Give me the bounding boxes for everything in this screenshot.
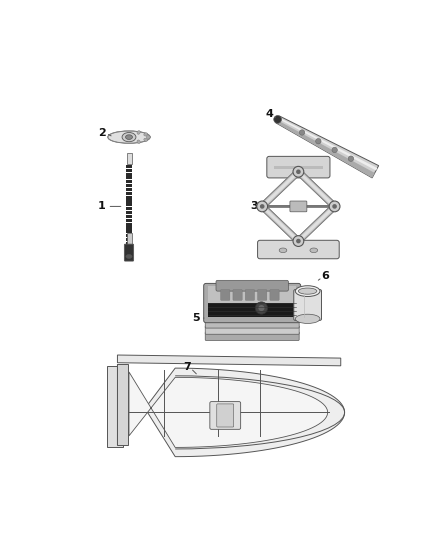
Ellipse shape [122, 133, 136, 142]
Polygon shape [117, 355, 341, 366]
Ellipse shape [279, 248, 287, 253]
FancyBboxPatch shape [210, 401, 240, 429]
Ellipse shape [126, 135, 132, 140]
Bar [127, 152, 132, 164]
FancyBboxPatch shape [216, 280, 288, 291]
Bar [126, 199, 132, 203]
Bar [126, 184, 132, 187]
Text: 6: 6 [321, 271, 329, 281]
FancyBboxPatch shape [205, 320, 299, 328]
Bar [126, 219, 132, 222]
FancyBboxPatch shape [270, 289, 279, 301]
Circle shape [332, 204, 337, 209]
Text: 1: 1 [98, 201, 106, 212]
Circle shape [348, 156, 353, 161]
Bar [208, 286, 296, 303]
Ellipse shape [146, 135, 150, 139]
FancyBboxPatch shape [233, 289, 242, 301]
Ellipse shape [144, 133, 148, 136]
Ellipse shape [137, 140, 140, 143]
Bar [126, 173, 132, 175]
Circle shape [296, 169, 301, 174]
Circle shape [257, 201, 268, 212]
FancyBboxPatch shape [258, 240, 339, 259]
Bar [127, 233, 132, 245]
Bar [126, 234, 132, 237]
Ellipse shape [310, 248, 318, 253]
Ellipse shape [295, 314, 320, 324]
FancyBboxPatch shape [290, 201, 307, 212]
FancyBboxPatch shape [205, 326, 299, 334]
Text: 5: 5 [192, 313, 200, 323]
Polygon shape [129, 372, 328, 447]
Bar [126, 165, 132, 168]
Text: 2: 2 [98, 128, 106, 138]
Polygon shape [117, 364, 345, 457]
Text: 7: 7 [183, 361, 191, 372]
Bar [208, 300, 297, 317]
Bar [126, 230, 132, 233]
FancyBboxPatch shape [258, 289, 267, 301]
FancyBboxPatch shape [124, 244, 134, 261]
Polygon shape [278, 117, 378, 171]
Circle shape [293, 236, 304, 246]
Circle shape [260, 204, 265, 209]
FancyBboxPatch shape [204, 284, 301, 322]
Ellipse shape [144, 138, 148, 141]
Bar [126, 227, 132, 230]
Circle shape [299, 130, 305, 135]
Bar [126, 168, 132, 172]
Polygon shape [276, 120, 375, 178]
Bar [126, 215, 132, 218]
Bar [126, 203, 132, 206]
Ellipse shape [108, 131, 150, 143]
Polygon shape [276, 116, 379, 178]
Bar [126, 223, 132, 225]
Ellipse shape [137, 131, 140, 134]
Bar [126, 211, 132, 214]
Ellipse shape [298, 288, 317, 294]
Bar [126, 196, 132, 199]
Circle shape [316, 139, 321, 144]
Circle shape [296, 239, 301, 244]
Ellipse shape [126, 255, 132, 259]
Circle shape [255, 302, 268, 314]
Bar [126, 207, 132, 210]
Bar [126, 192, 132, 195]
Bar [126, 176, 132, 180]
Circle shape [258, 305, 265, 311]
Bar [126, 242, 132, 245]
FancyBboxPatch shape [294, 289, 321, 320]
FancyBboxPatch shape [205, 332, 299, 341]
Bar [126, 188, 132, 191]
Circle shape [293, 166, 304, 177]
FancyBboxPatch shape [221, 289, 230, 301]
Ellipse shape [295, 286, 320, 296]
Text: 4: 4 [265, 109, 273, 119]
Ellipse shape [274, 116, 282, 123]
Text: 3: 3 [251, 201, 258, 212]
Bar [126, 238, 132, 241]
FancyBboxPatch shape [217, 404, 234, 427]
Circle shape [329, 201, 340, 212]
FancyBboxPatch shape [245, 289, 254, 301]
Bar [117, 364, 128, 445]
Bar [126, 180, 132, 183]
Bar [274, 166, 323, 169]
Circle shape [332, 147, 337, 152]
Bar [107, 366, 123, 447]
FancyBboxPatch shape [267, 156, 330, 178]
